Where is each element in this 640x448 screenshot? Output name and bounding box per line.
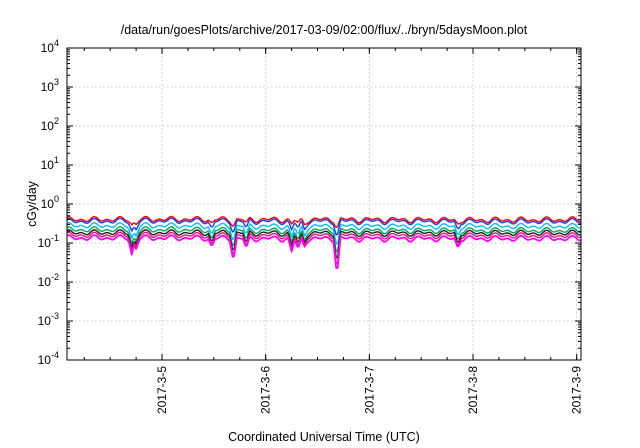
y-tick-label: 10-2 <box>38 272 59 289</box>
y-tick-label: 10-4 <box>38 350 59 367</box>
x-tick-label: 2017-3-9 <box>570 366 584 414</box>
y-tick-label: 103 <box>41 77 59 94</box>
chart-title: /data/run/goesPlots/archive/2017-03-09/0… <box>121 23 528 37</box>
series-line <box>66 234 582 269</box>
y-axis-label: cGy/day <box>25 180 39 227</box>
series-line <box>66 215 582 229</box>
grid <box>67 48 581 360</box>
series-line <box>66 231 582 264</box>
y-tick-label: 10-3 <box>38 311 59 328</box>
y-tick-label: 104 <box>41 38 59 55</box>
y-tick-label: 102 <box>41 116 59 133</box>
x-tick-label: 2017-3-7 <box>362 366 376 414</box>
x-axis-label: Coordinated Universal Time (UTC) <box>228 430 420 444</box>
x-tick-label: 2017-3-8 <box>466 366 480 414</box>
y-axis: 10-4 10-3 10-2 10-1 100 101 102 103 104 <box>38 38 581 367</box>
series-group <box>66 215 582 269</box>
x-tick-label: 2017-3-6 <box>259 366 273 414</box>
y-tick-label: 10-1 <box>38 233 59 250</box>
x-axis: 2017-3-5 2017-3-6 2017-3-7 2017-3-8 2017-3-9 <box>83 48 584 414</box>
series-line <box>66 217 582 236</box>
series-line <box>66 229 582 259</box>
y-tick-label: 101 <box>41 155 59 172</box>
series-line <box>66 226 582 253</box>
y-tick-label: 100 <box>41 194 59 211</box>
series-line <box>66 222 582 245</box>
x-tick-label: 2017-3-5 <box>155 366 169 414</box>
